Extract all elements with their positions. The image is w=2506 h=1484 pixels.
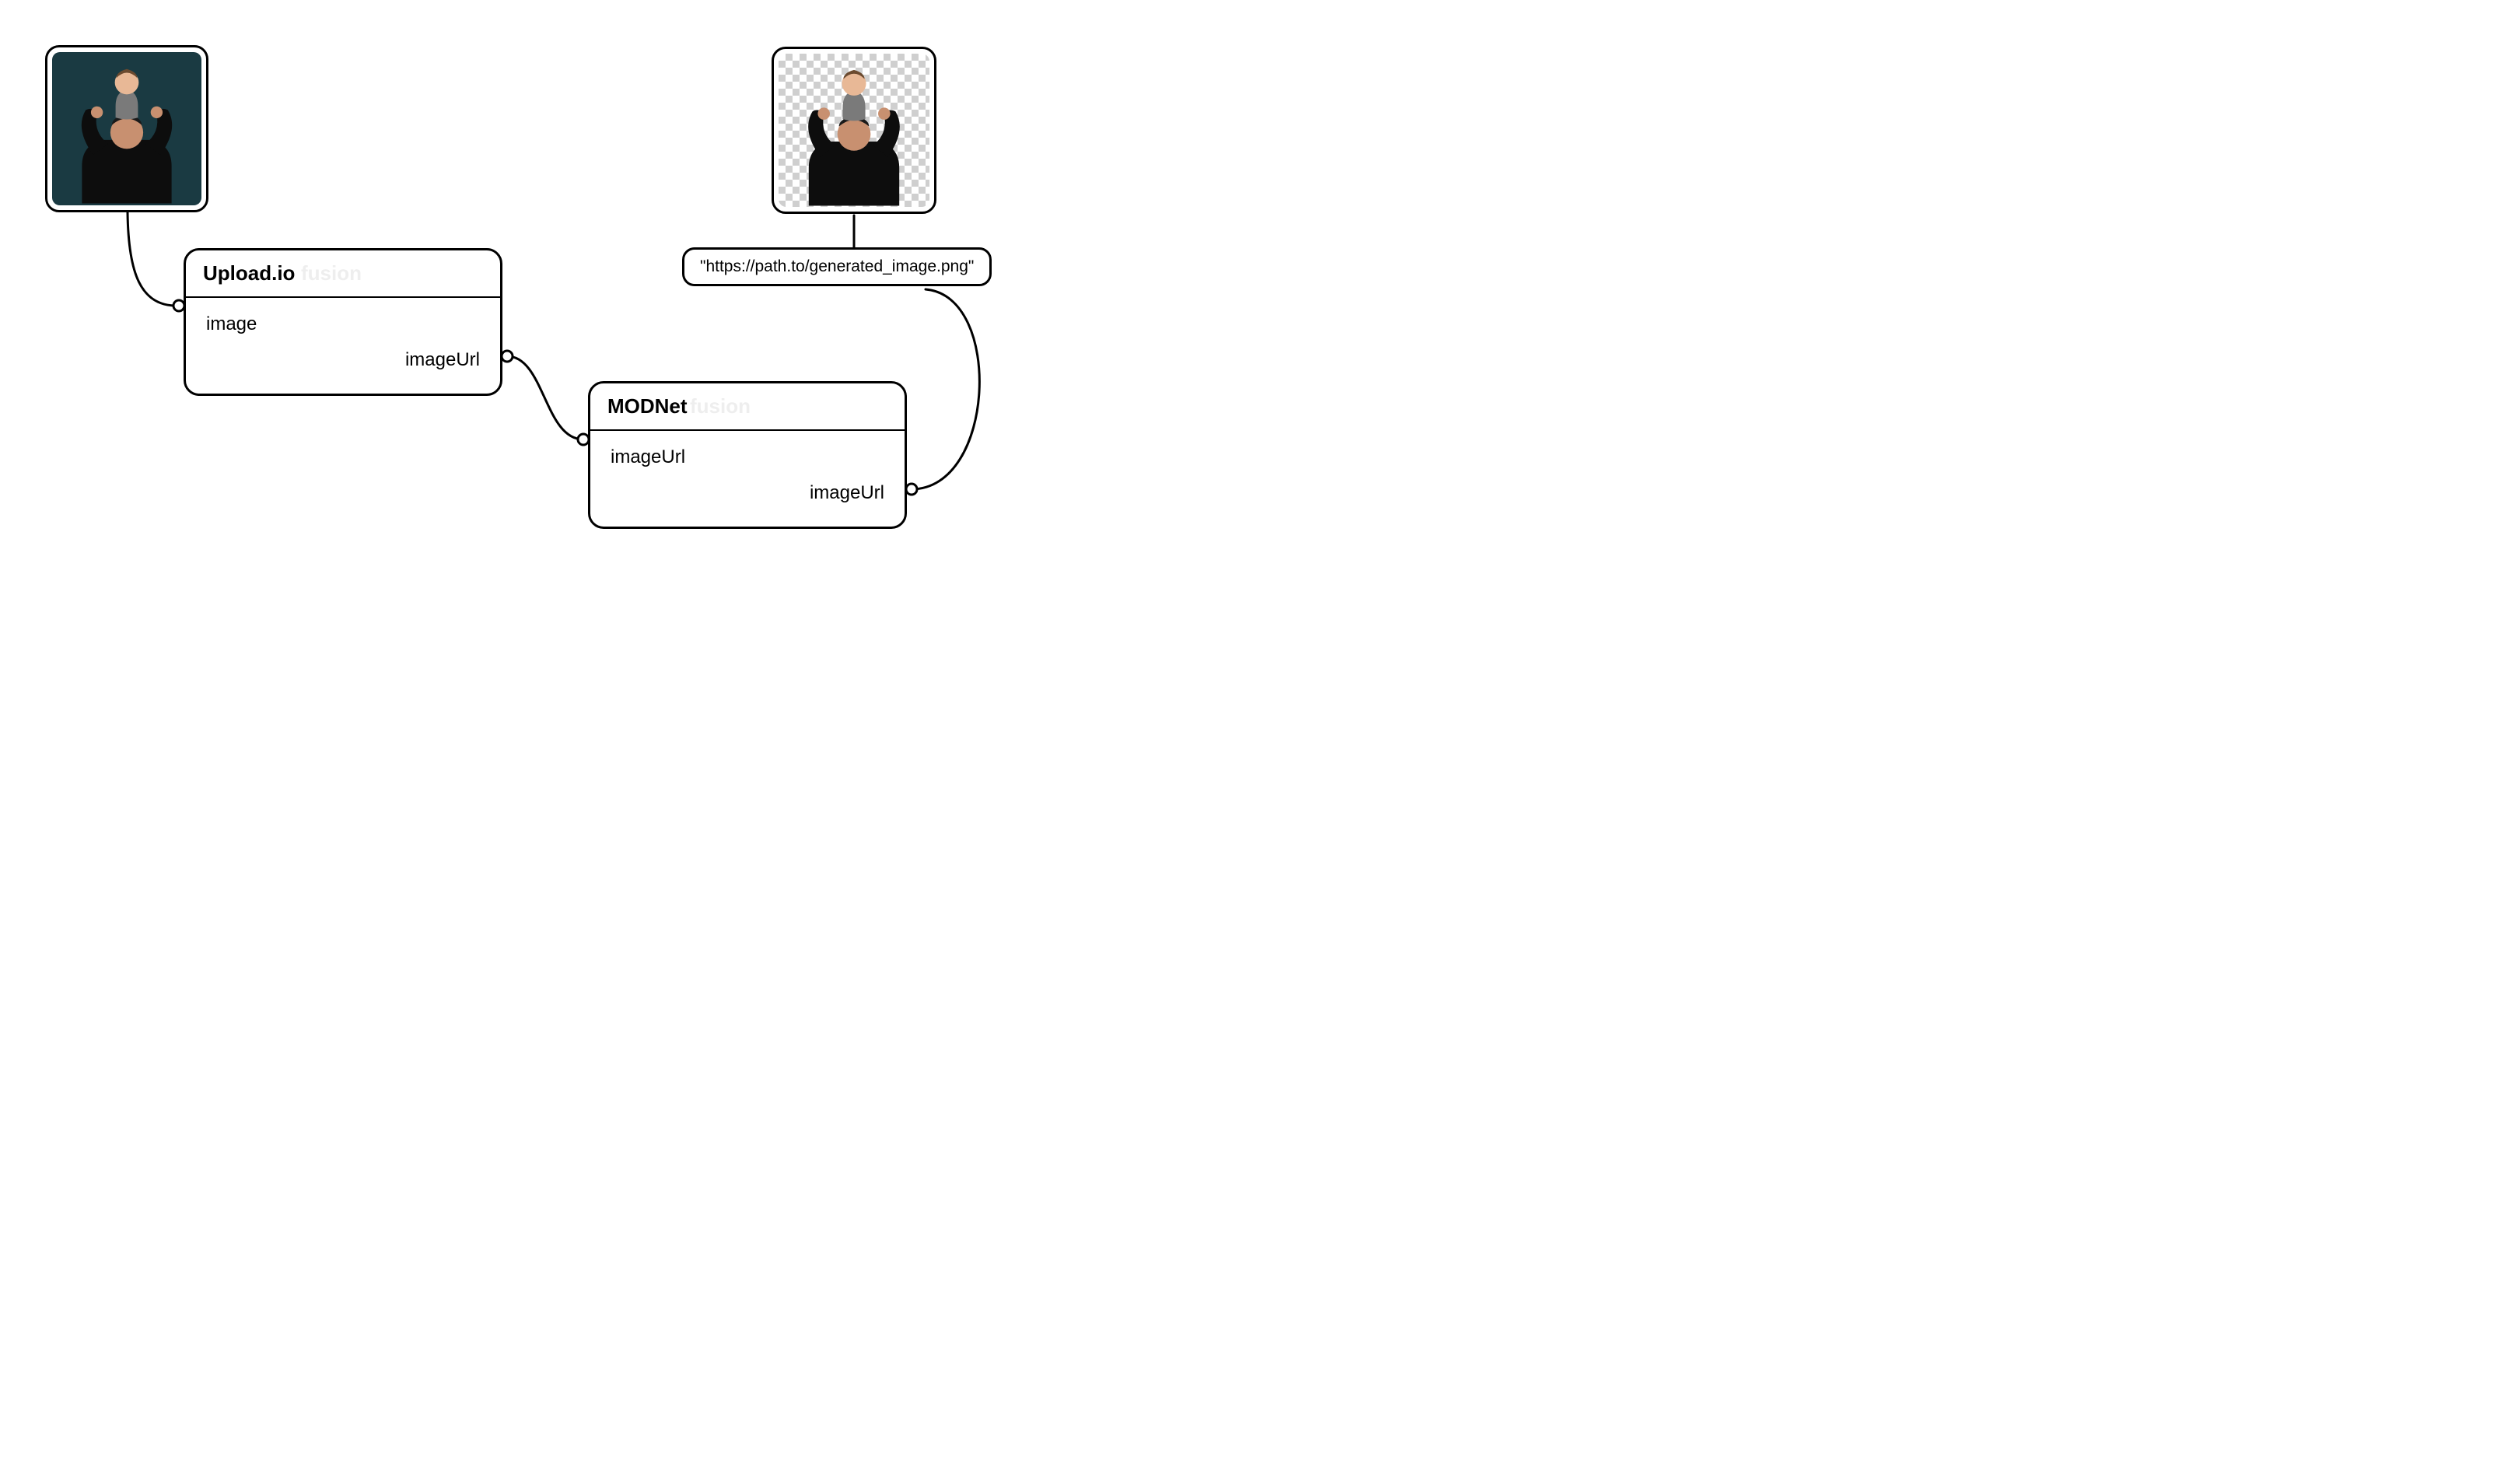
upload-node[interactable]: Upload.io fusion image imageUrl: [184, 248, 502, 396]
diagram-canvas: "https://path.to/generated_image.png" Up…: [0, 0, 1155, 684]
edge-input-to-upload: [128, 212, 179, 306]
upload-node-title: Upload.io fusion: [186, 250, 500, 298]
port-image-in[interactable]: image: [203, 313, 483, 335]
edge-modnet-to-pill: [912, 289, 979, 489]
photo-icon: [52, 52, 201, 205]
modnet-node-title: MODNet fusion: [590, 383, 905, 431]
ghost-text: fusion: [301, 261, 362, 285]
url-text: "https://path.to/generated_image.png": [700, 257, 974, 275]
output-image-frame: [772, 47, 936, 214]
port-imageurl-out[interactable]: imageUrl: [607, 482, 887, 504]
input-image-frame: [45, 45, 208, 212]
ghost-text: fusion: [690, 394, 751, 418]
port-imageurl-in[interactable]: imageUrl: [607, 446, 887, 468]
modnet-node[interactable]: MODNet fusion imageUrl imageUrl: [588, 381, 907, 529]
url-pill: "https://path.to/generated_image.png": [682, 247, 992, 286]
port-imageurl-out[interactable]: imageUrl: [203, 349, 483, 371]
edge-upload-to-modnet: [507, 356, 583, 439]
photo-icon: [779, 54, 929, 207]
